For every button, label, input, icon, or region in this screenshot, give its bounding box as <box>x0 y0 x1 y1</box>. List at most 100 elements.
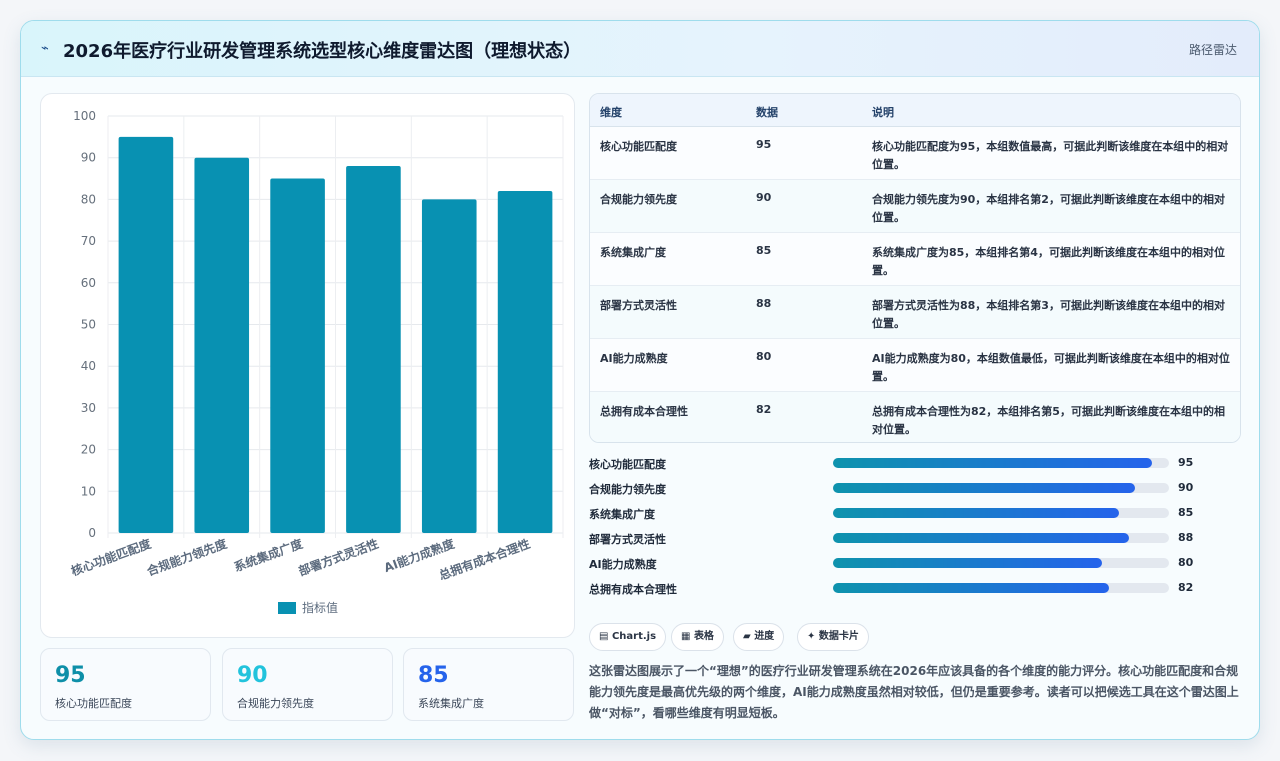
data-table: 维度 数据 说明 核心功能匹配度 95 核心功能匹配度为95，本组数值最高，可据… <box>589 93 1241 443</box>
y-tick-label: 50 <box>81 318 96 332</box>
header-bar: ⌁ 2026年医疗行业研发管理系统选型核心维度雷达图（理想状态） 路径雷达 <box>21 21 1259 77</box>
stat-card-1: 95 核心功能匹配度 <box>40 648 211 721</box>
progress-fill <box>833 533 1129 543</box>
progress-fill <box>833 558 1102 568</box>
cell-dimension: 总拥有成本合理性 <box>600 405 688 418</box>
progress-fill <box>833 583 1109 593</box>
progress-track <box>833 533 1169 543</box>
tag-label: Chart.js <box>611 631 657 642</box>
y-tick-label: 10 <box>81 484 96 498</box>
pulse-icon: ⌁ <box>41 41 49 56</box>
stat-value: 85 <box>418 663 449 688</box>
y-tick-label: 100 <box>73 109 96 123</box>
chart-icon: ▤ <box>599 631 609 642</box>
x-tick-label: 合规能力领先度 <box>145 535 230 578</box>
progress-label: 核心功能匹配度 <box>589 458 666 471</box>
progress-row: 总拥有成本合理性 82 <box>589 578 1249 598</box>
stat-value: 90 <box>237 663 268 688</box>
progress-label: 合规能力领先度 <box>589 483 666 496</box>
column-header-description: 说明 <box>872 106 894 119</box>
cell-value: 90 <box>756 191 772 204</box>
y-tick-label: 40 <box>81 359 96 373</box>
stat-label: 系统集成广度 <box>418 697 484 710</box>
cell-value: 82 <box>756 403 772 416</box>
cell-value: 95 <box>756 138 772 151</box>
progress-label: 系统集成广度 <box>589 508 655 521</box>
progress-fill <box>833 458 1153 468</box>
y-tick-label: 0 <box>88 526 96 540</box>
cell-description: 总拥有成本合理性为82，本组排名第5，可据此判断该维度在本组中的相对位置。 <box>872 405 1225 436</box>
progress-track <box>833 458 1169 468</box>
column-header-value: 数据 <box>756 106 778 119</box>
tag-label: 数据卡片 <box>818 631 859 642</box>
bar <box>346 166 401 533</box>
summary-text: 这张雷达图展示了一个“理想”的医疗行业研发管理系统在2026年应该具备的各个维度… <box>589 664 1239 720</box>
bar <box>270 178 325 534</box>
progress-value: 85 <box>1178 506 1194 519</box>
bar <box>194 157 250 533</box>
progress-value: 95 <box>1178 456 1194 469</box>
stat-value: 95 <box>55 663 86 688</box>
progress-track <box>833 483 1169 493</box>
progress-row: 核心功能匹配度 95 <box>589 453 1249 473</box>
bar-chart-panel: 0 10 20 30 40 50 60 70 80 90 100 核心功能匹配度 合规能力领先度 系统集成… <box>40 93 575 638</box>
table-row: 部署方式灵活性 88 部署方式灵活性为88，本组排名第3，可据此判断该维度在本组… <box>590 286 1240 339</box>
progress-value: 80 <box>1178 556 1194 569</box>
bar <box>497 191 553 533</box>
progress-list: 核心功能匹配度 95 合规能力领先度 90 系统集成广度 85 部署方式灵活性 … <box>589 453 1249 596</box>
progress-track <box>833 583 1169 593</box>
progress-value: 90 <box>1178 481 1194 494</box>
table-header: 维度 数据 说明 <box>590 94 1240 127</box>
cell-value: 80 <box>756 350 772 363</box>
cell-dimension: AI能力成熟度 <box>600 352 668 365</box>
route-link[interactable]: 路径雷达 <box>1188 43 1237 57</box>
bar <box>421 199 477 533</box>
cell-description: 系统集成广度为85，本组排名第4，可据此判断该维度在本组中的相对位置。 <box>872 246 1225 277</box>
cell-dimension: 合规能力领先度 <box>600 193 677 206</box>
table-icon: ▦ <box>681 631 691 642</box>
table-row: 合规能力领先度 90 合规能力领先度为90，本组排名第2，可据此判断该维度在本组… <box>590 180 1240 233</box>
tag-table[interactable]: ▦ 表格 <box>671 623 724 651</box>
cell-dimension: 部署方式灵活性 <box>600 299 677 312</box>
y-tick-label: 30 <box>81 401 96 415</box>
tag-progress[interactable]: ▰ 进度 <box>733 623 785 651</box>
dashboard-card: ⌁ 2026年医疗行业研发管理系统选型核心维度雷达图（理想状态） 路径雷达 0 1… <box>20 20 1260 740</box>
x-tick-label: 部署方式灵活性 <box>296 536 380 579</box>
progress-track <box>833 508 1169 518</box>
stat-card-2: 90 合规能力领先度 <box>222 648 393 721</box>
x-tick-label: 系统集成广度 <box>232 535 306 574</box>
cell-dimension: 系统集成广度 <box>600 246 666 259</box>
progress-label: 总拥有成本合理性 <box>589 583 677 596</box>
cell-description: 合规能力领先度为90，本组排名第2，可据此判断该维度在本组中的相对位置。 <box>872 193 1225 224</box>
progress-fill <box>833 483 1136 493</box>
progress-row: AI能力成熟度 80 <box>589 553 1249 573</box>
bar <box>118 136 174 533</box>
y-tick-label: 60 <box>81 276 96 290</box>
table-row: 核心功能匹配度 95 核心功能匹配度为95，本组数值最高，可据此判断该维度在本组… <box>590 127 1240 180</box>
tag-chartjs[interactable]: ▤ Chart.js <box>589 623 667 651</box>
progress-row: 部署方式灵活性 88 <box>589 528 1249 548</box>
cell-dimension: 核心功能匹配度 <box>600 140 677 153</box>
progress-fill <box>833 508 1119 518</box>
stat-label: 合规能力领先度 <box>237 697 314 710</box>
cell-description: AI能力成熟度为80，本组数值最低，可据此判断该维度在本组中的相对位置。 <box>872 352 1230 383</box>
progress-icon: ▰ <box>743 631 751 642</box>
cell-value: 85 <box>756 244 772 257</box>
tag-label: 进度 <box>754 631 775 642</box>
tag-data-card[interactable]: ✦ 数据卡片 <box>797 623 869 651</box>
page-title: 2026年医疗行业研发管理系统选型核心维度雷达图（理想状态） <box>63 41 582 62</box>
table-row: AI能力成熟度 80 AI能力成熟度为80，本组数值最低，可据此判断该维度在本组… <box>590 339 1240 392</box>
progress-label: 部署方式灵活性 <box>589 533 666 546</box>
y-tick-label: 70 <box>81 234 96 248</box>
stat-card-3: 85 系统集成广度 <box>403 648 574 721</box>
progress-row: 合规能力领先度 90 <box>589 478 1249 498</box>
column-header-dimension: 维度 <box>600 106 622 119</box>
tag-label: 表格 <box>693 631 714 642</box>
progress-track <box>833 558 1169 568</box>
progress-value: 82 <box>1178 581 1194 594</box>
cell-description: 核心功能匹配度为95，本组数值最高，可据此判断该维度在本组中的相对位置。 <box>872 140 1229 171</box>
cell-value: 88 <box>756 297 772 310</box>
cell-description: 部署方式灵活性为88，本组排名第3，可据此判断该维度在本组中的相对位置。 <box>872 299 1225 330</box>
table-row: 总拥有成本合理性 82 总拥有成本合理性为82，本组排名第5，可据此判断该维度在… <box>590 392 1240 442</box>
